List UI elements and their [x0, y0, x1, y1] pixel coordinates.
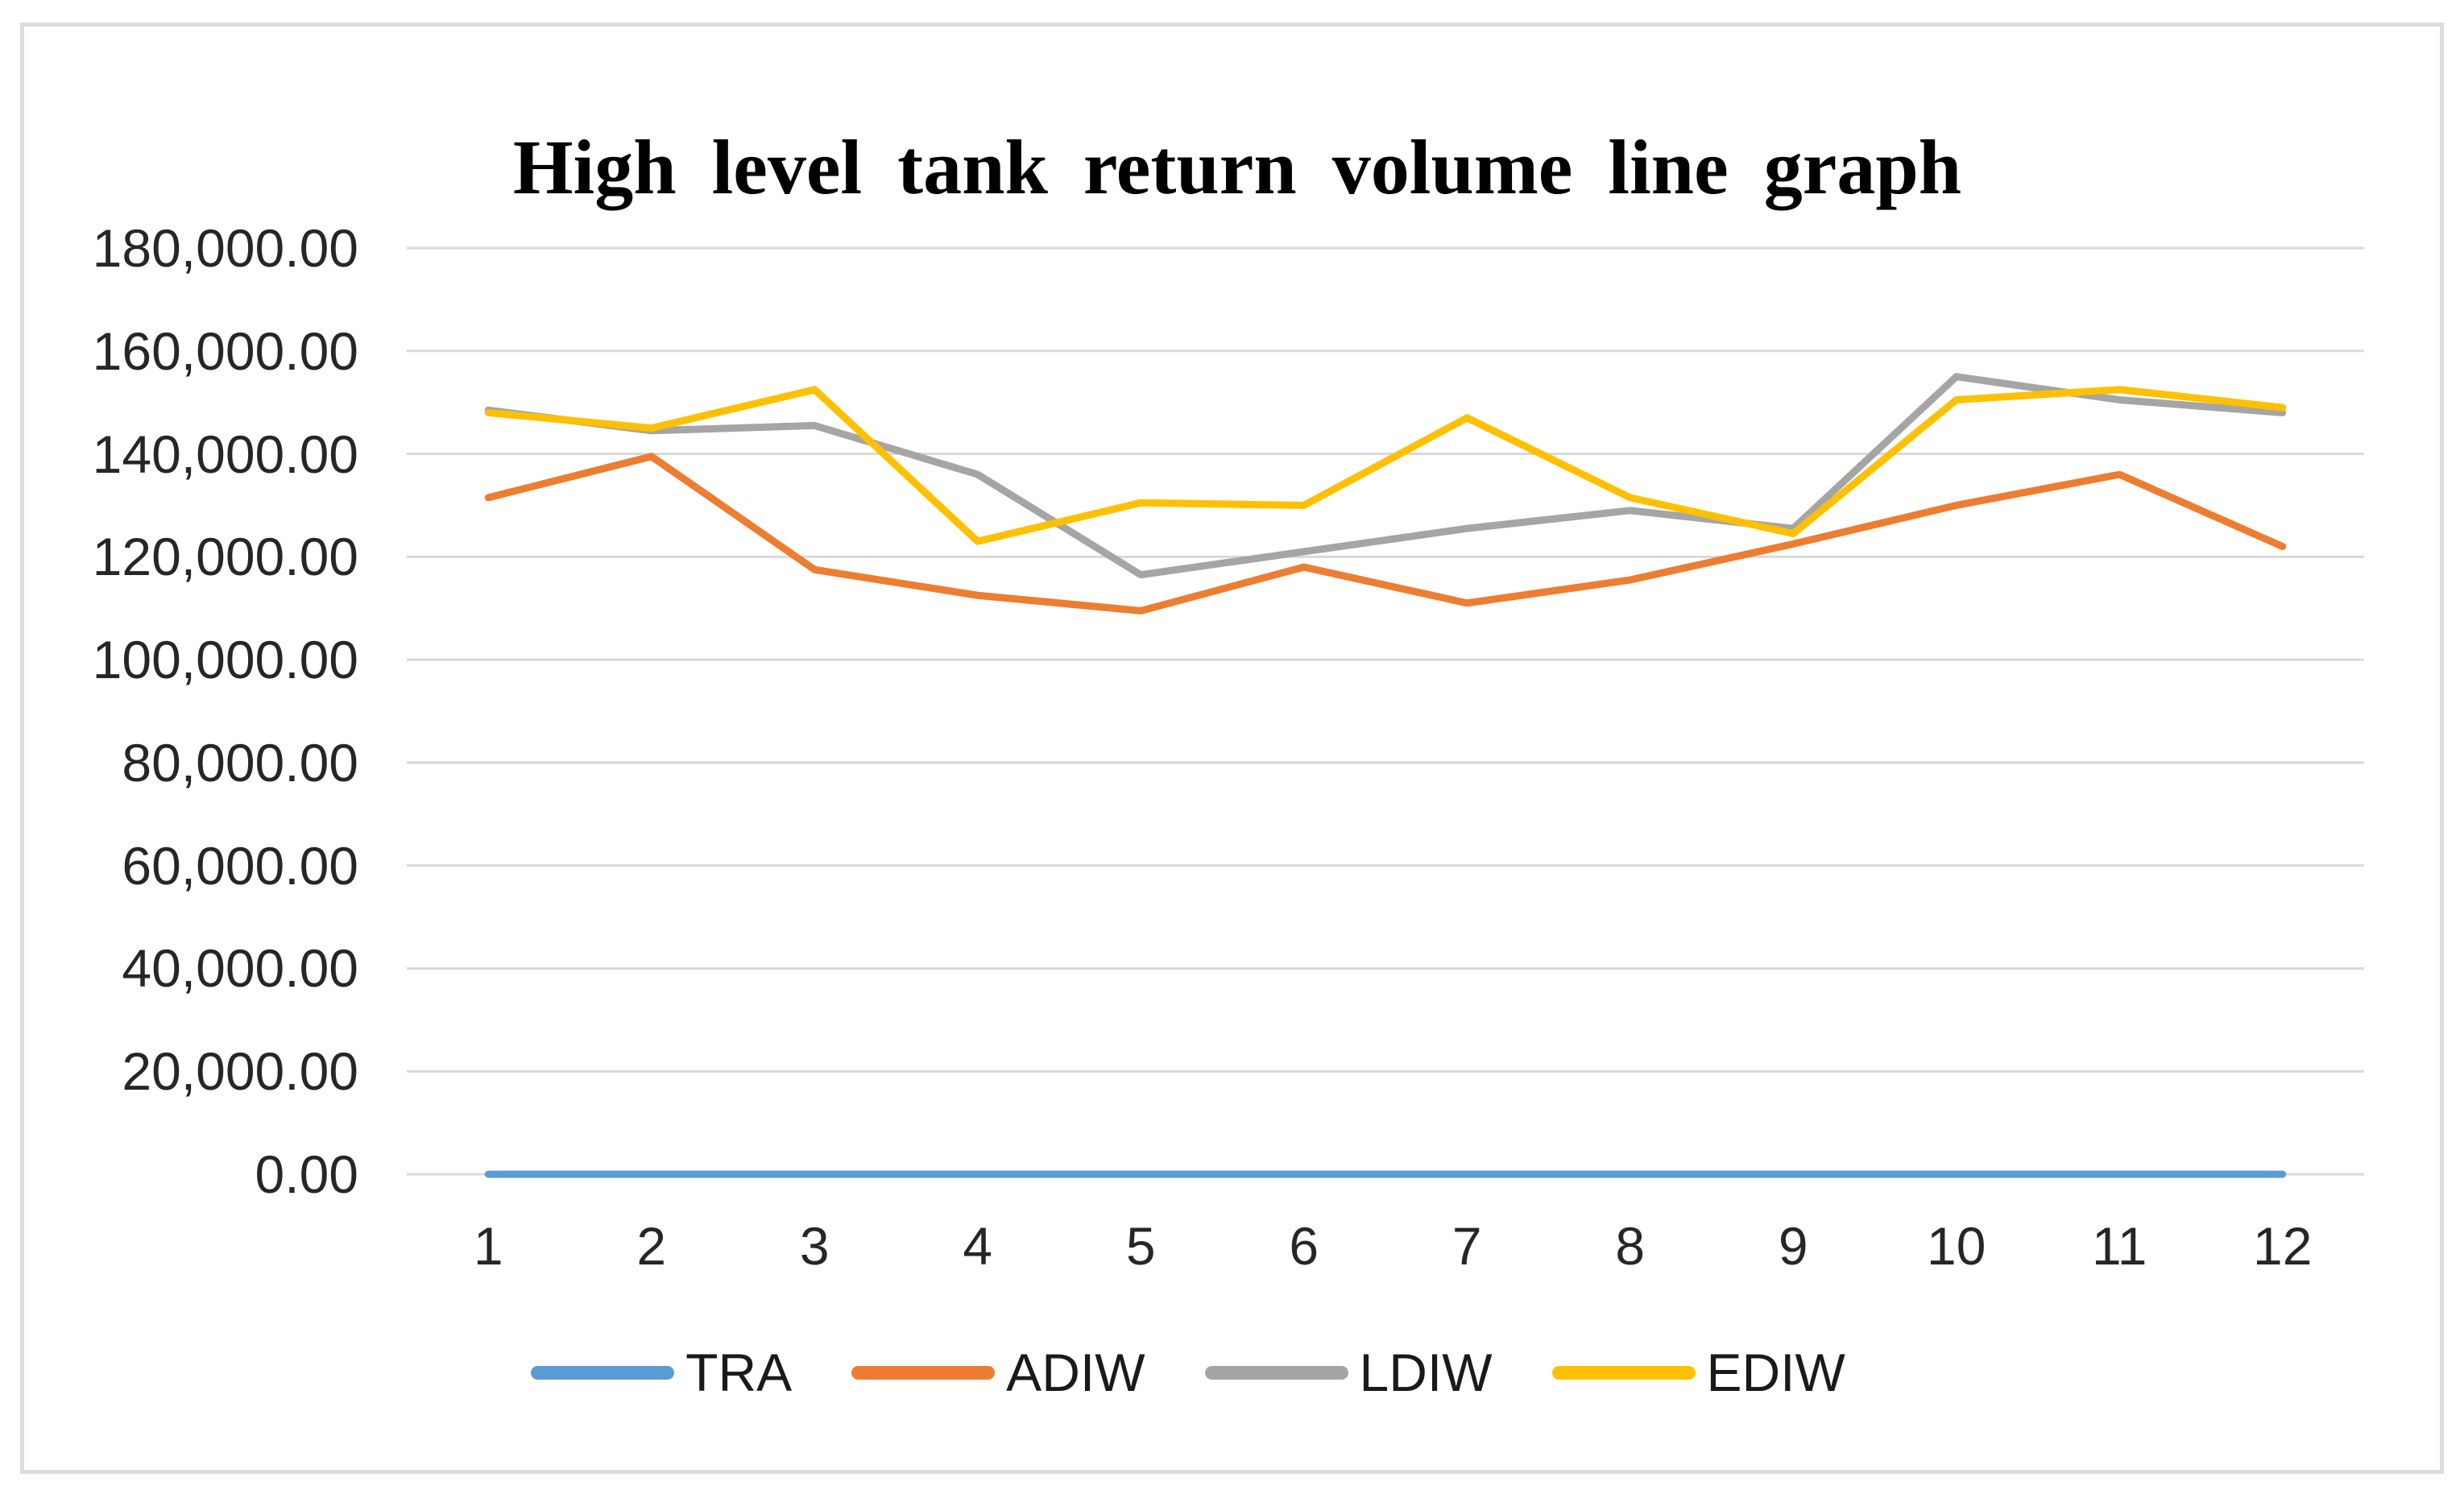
legend-label: TRA	[685, 1343, 793, 1402]
legend-swatch-ediw	[1551, 1365, 1696, 1380]
series-line-adiw	[484, 453, 2287, 615]
x-axis-tick-label: 6	[1289, 1216, 1319, 1276]
y-axis-tick-label: 0.00	[255, 1144, 358, 1204]
x-axis-tick-label: 11	[2091, 1216, 2147, 1276]
x-axis-tick-label: 9	[1778, 1216, 1808, 1276]
legend-label: ADIW	[1006, 1343, 1145, 1402]
y-axis-tick-label: 60,000.00	[122, 835, 358, 896]
x-axis-tick-label: 5	[1125, 1216, 1156, 1276]
y-axis-tick-label: 20,000.00	[122, 1041, 358, 1102]
chart-title: High level tank return volume line graph	[512, 124, 1962, 211]
y-axis-tick-label: 160,000.00	[92, 321, 358, 381]
legend-item-ediw: EDIW	[1551, 1343, 1845, 1402]
legend: TRA ADIW LDIW EDIW	[0, 1340, 2376, 1405]
y-axis-tick-label: 120,000.00	[92, 527, 358, 587]
legend-item-ldiw: LDIW	[1204, 1343, 1493, 1402]
legend-label: LDIW	[1359, 1343, 1493, 1402]
series-line-ediw	[484, 386, 2287, 545]
series-line-ldiw	[484, 373, 2287, 579]
x-axis-tick-label: 7	[1451, 1216, 1482, 1276]
legend-item-tra: TRA	[531, 1343, 792, 1402]
legend-swatch-adiw	[851, 1365, 996, 1380]
y-axis-tick-label: 100,000.00	[92, 630, 358, 690]
y-axis-tick-label: 80,000.00	[122, 732, 358, 793]
legend-swatch-tra	[531, 1365, 675, 1380]
y-axis-tick-label: 40,000.00	[122, 938, 358, 999]
x-axis-tick-label: 8	[1615, 1216, 1646, 1276]
legend-swatch-ldiw	[1204, 1365, 1348, 1380]
chart-frame	[20, 23, 2444, 1474]
y-axis-tick-label: 140,000.00	[92, 424, 358, 484]
x-axis-tick-label: 12	[2253, 1216, 2313, 1276]
legend-label: EDIW	[1706, 1343, 1845, 1402]
x-axis-tick-label: 2	[636, 1216, 667, 1276]
legend-item-adiw: ADIW	[851, 1343, 1145, 1402]
x-axis-tick-label: 4	[963, 1216, 993, 1276]
x-axis-tick-label: 10	[1927, 1216, 1986, 1276]
y-axis-tick-label: 180,000.00	[92, 218, 358, 278]
x-axis-tick-label: 1	[473, 1216, 503, 1276]
x-axis-tick-label: 3	[799, 1216, 830, 1276]
